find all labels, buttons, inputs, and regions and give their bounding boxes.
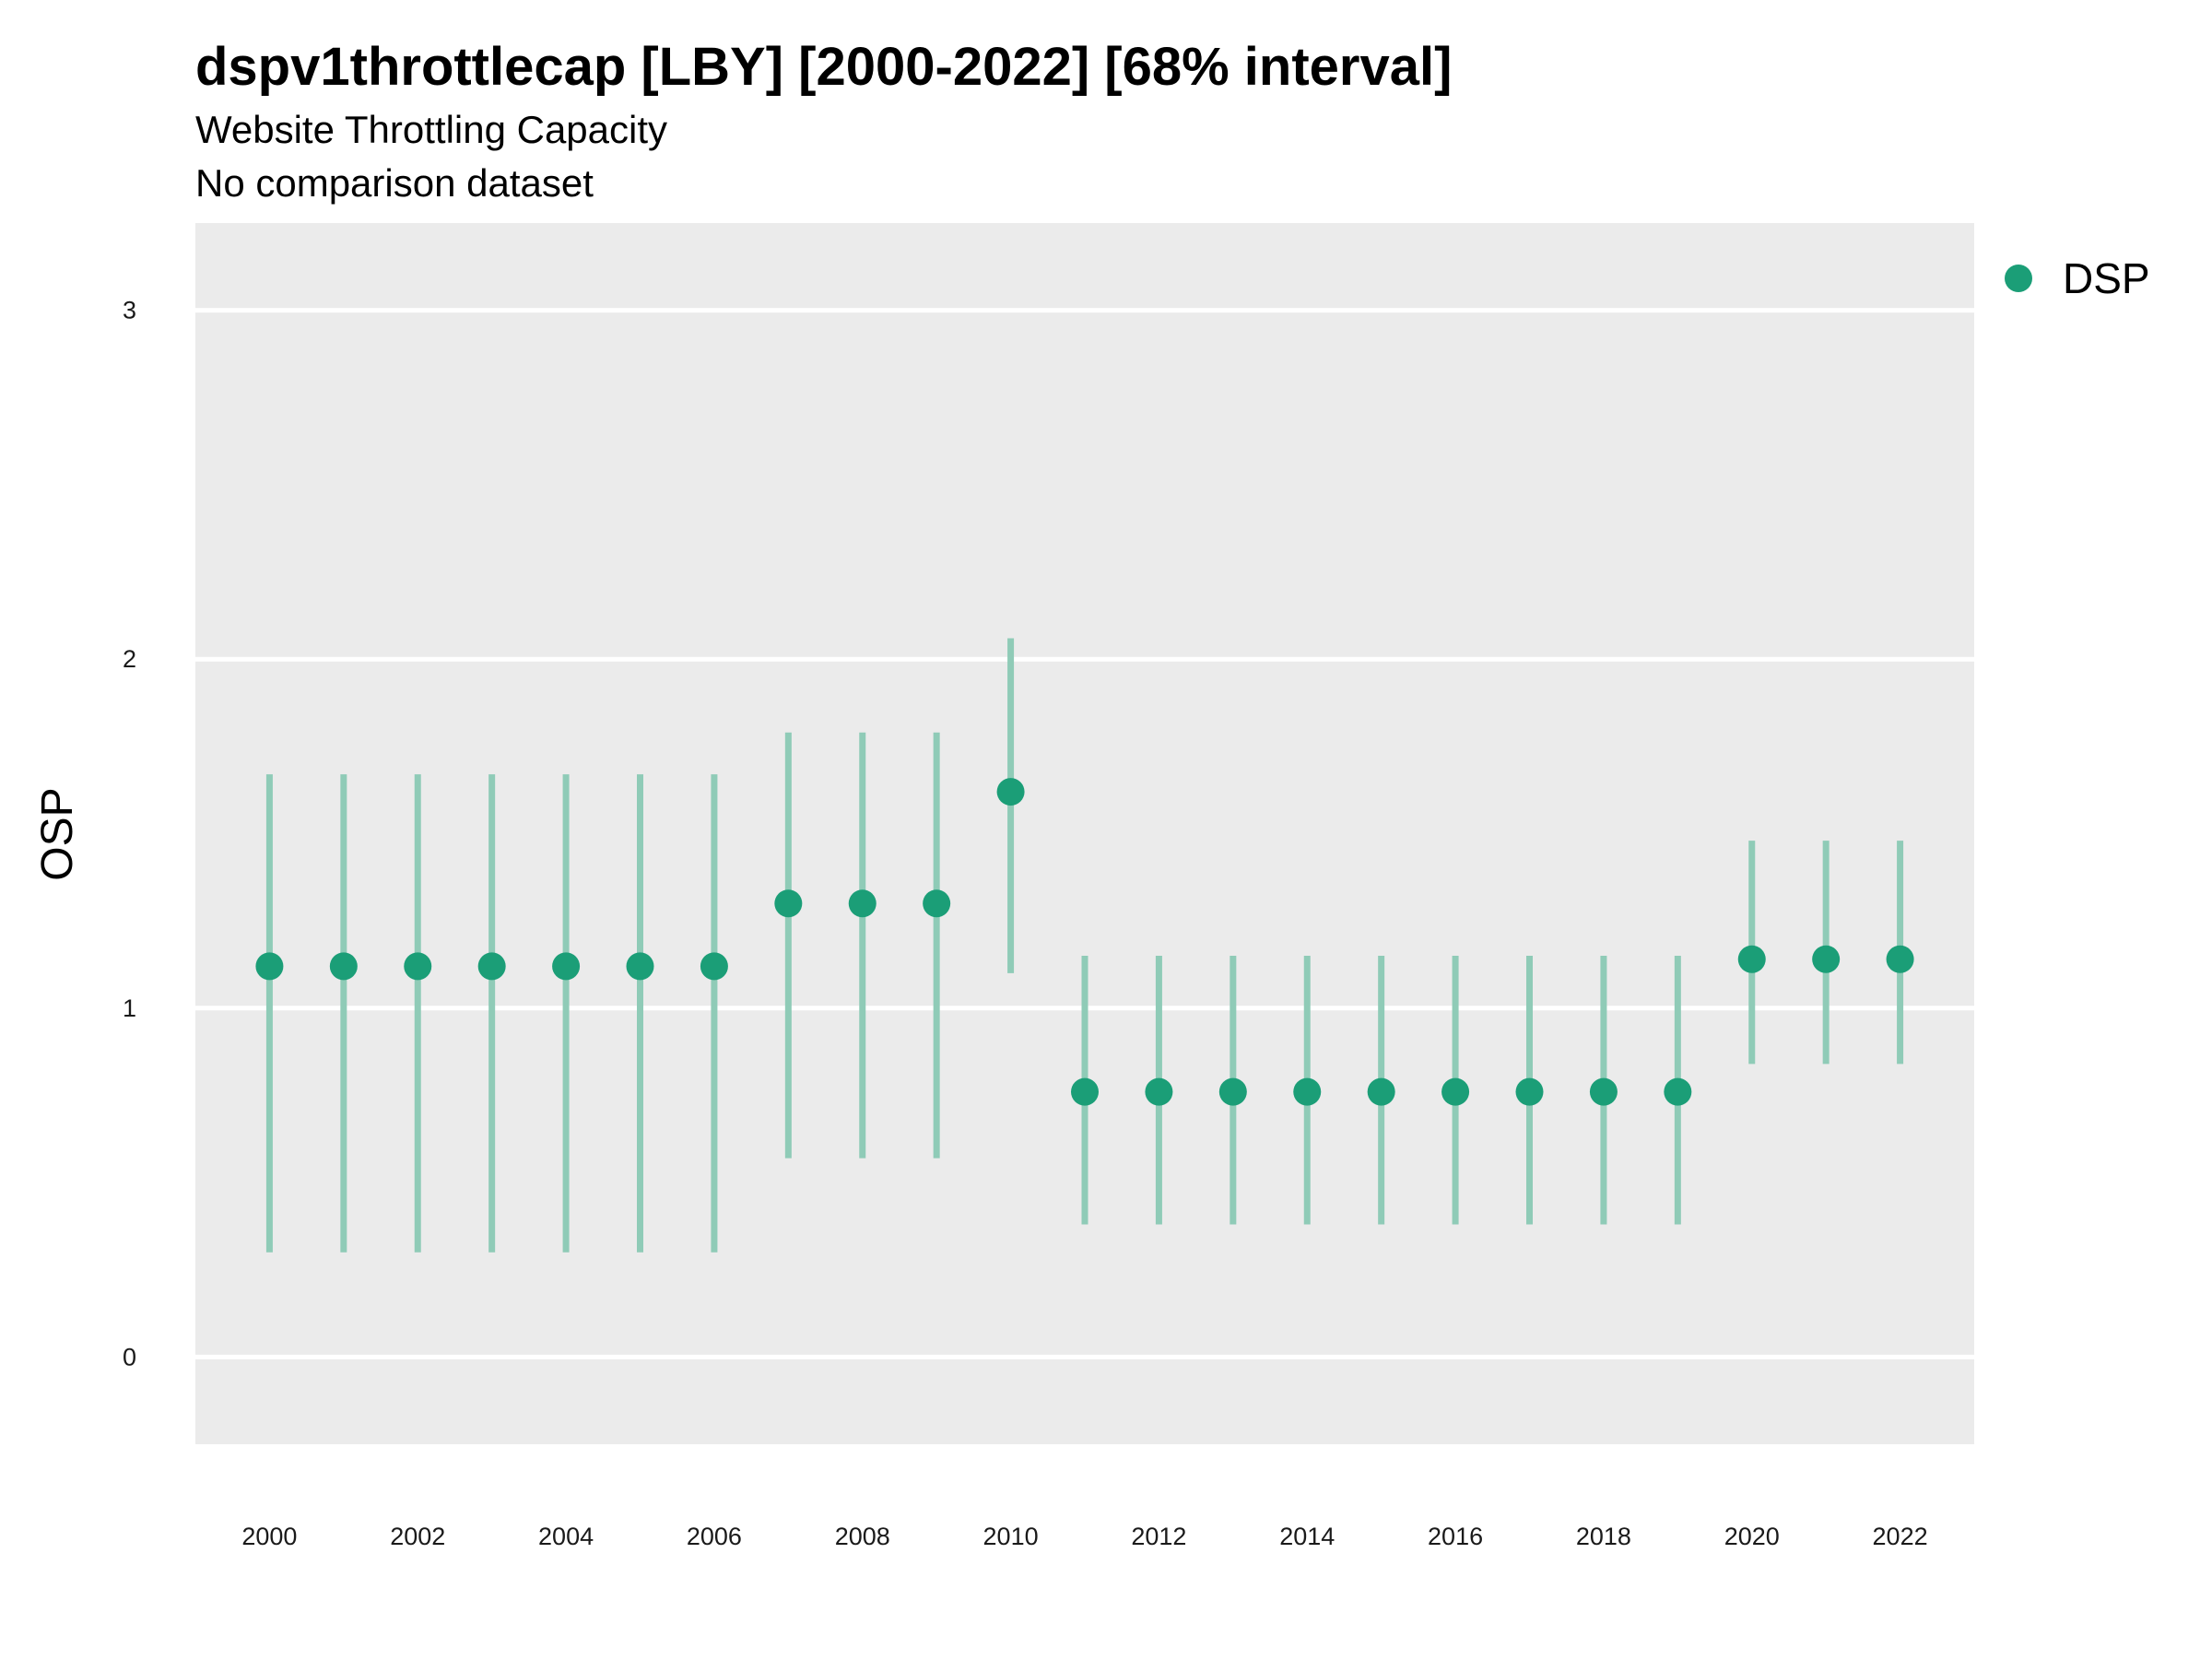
data-point <box>1664 1077 1692 1106</box>
x-tick-label: 2000 <box>241 1523 297 1550</box>
data-point <box>848 889 877 918</box>
data-point <box>1071 1077 1099 1106</box>
data-point <box>1218 1077 1247 1106</box>
data-point <box>1886 945 1914 973</box>
data-point <box>329 952 358 981</box>
data-point <box>1367 1077 1395 1106</box>
data-point <box>1589 1077 1618 1106</box>
y-axis-label: OSP <box>33 787 82 880</box>
data-point <box>1293 1077 1322 1106</box>
data-point <box>552 952 581 981</box>
legend-marker-dsp <box>2005 265 2032 292</box>
legend: DSP <box>2005 254 2150 302</box>
x-tick-label: 2014 <box>1279 1523 1335 1550</box>
chart-subtitle: Website Throttling Capacity <box>195 108 667 151</box>
chart-caption-line: No comparison dataset <box>195 161 594 205</box>
y-tick-label: 3 <box>123 297 136 324</box>
y-axis-ticks: 0 1 2 3 <box>123 297 136 1371</box>
x-tick-label: 2008 <box>835 1523 890 1550</box>
data-point <box>923 889 951 918</box>
data-point <box>1812 945 1841 973</box>
x-tick-label: 2016 <box>1428 1523 1483 1550</box>
data-point <box>255 952 284 981</box>
data-point <box>1441 1077 1470 1106</box>
x-tick-label: 2012 <box>1131 1523 1186 1550</box>
x-tick-label: 2002 <box>390 1523 445 1550</box>
x-axis-ticks: 2000 2002 2004 2006 2008 2010 2012 2014 2016 2018… <box>241 1523 1927 1550</box>
y-tick-label: 1 <box>123 994 136 1022</box>
x-tick-label: 2010 <box>983 1523 1039 1550</box>
x-tick-label: 2020 <box>1724 1523 1780 1550</box>
y-tick-label: 2 <box>123 645 136 673</box>
data-point <box>774 889 803 918</box>
data-point <box>1145 1077 1173 1106</box>
legend-label-dsp: DSP <box>2063 254 2150 302</box>
data-point <box>404 952 432 981</box>
x-tick-label: 2006 <box>687 1523 742 1550</box>
chart-title: dspv1throttlecap [LBY] [2000-2022] [68% … <box>195 37 1452 97</box>
data-point <box>626 952 654 981</box>
data-point <box>996 778 1025 806</box>
x-tick-label: 2018 <box>1576 1523 1631 1550</box>
data-point <box>477 952 506 981</box>
data-point <box>1515 1077 1544 1106</box>
data-point <box>700 952 728 981</box>
y-tick-label: 0 <box>123 1343 136 1371</box>
data-points <box>255 778 1914 1106</box>
data-point <box>1737 945 1766 973</box>
plot-panel <box>195 223 1974 1444</box>
x-tick-label: 2022 <box>1873 1523 1928 1550</box>
x-tick-label: 2004 <box>538 1523 594 1550</box>
